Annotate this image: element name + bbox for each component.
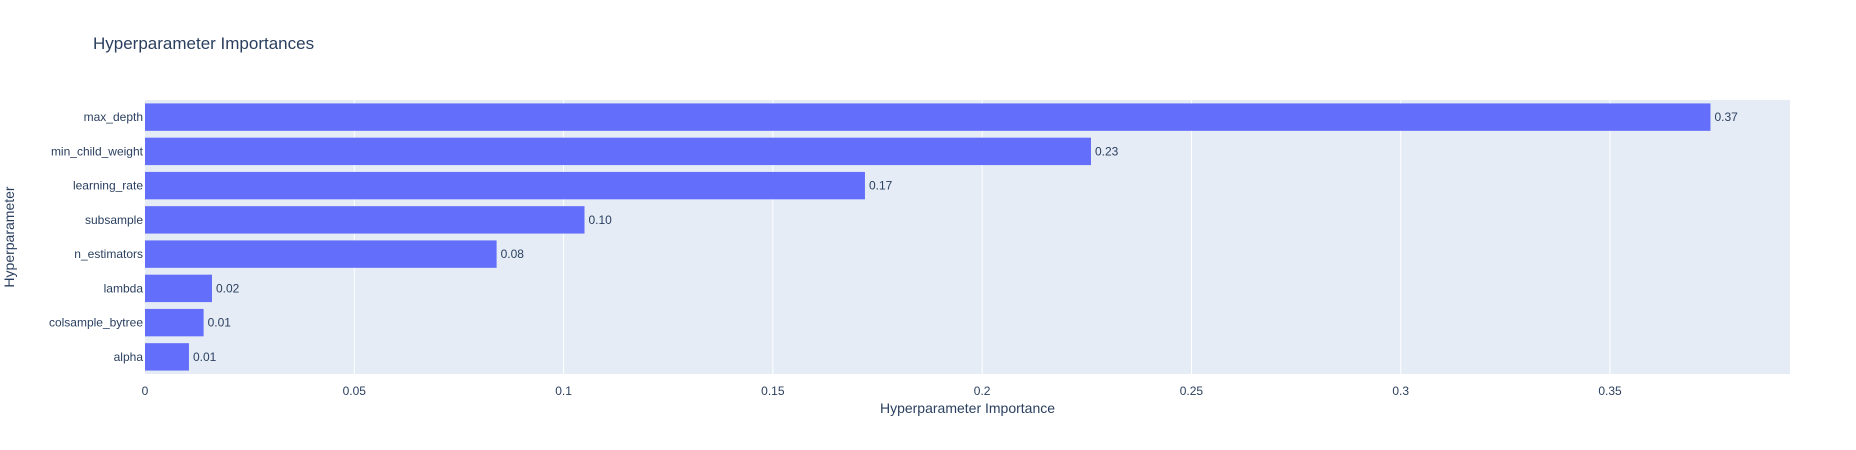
x-tick-label: 0.05 — [343, 384, 367, 398]
y-tick-label: max_depth — [84, 110, 143, 124]
x-tick-label: 0.25 — [1180, 384, 1204, 398]
x-tick-label: 0.3 — [1392, 384, 1409, 398]
bar-series — [145, 103, 1711, 371]
bar-data-label: 0.08 — [501, 247, 525, 261]
y-tick-labels: max_depth min_child_weight learning_ratesu… — [49, 110, 144, 364]
y-tick-label: learning_rate — [73, 179, 143, 193]
y-tick-label: colsample_bytree — [49, 316, 143, 330]
x-tick-label: 0.1 — [555, 384, 572, 398]
x-tick-labels: 0 0.05 0.1 0.15 0.2 0.25 0.3 0.35 — [142, 384, 1622, 398]
bar-learning-rate — [145, 171, 865, 200]
chart-title: Hyperparameter Importances — [93, 34, 314, 53]
x-tick-label: 0.35 — [1598, 384, 1622, 398]
bar-data-label: 0.01 — [193, 350, 217, 364]
bar-n-estimators — [145, 240, 497, 268]
bar-lambda — [145, 274, 212, 303]
x-axis-title: Hyperparameter Importance — [880, 400, 1055, 416]
bar-data-labels: 0.37 0.23 0.17 0.10 0.08 0.02 0.01 0.01 — [193, 110, 1738, 364]
y-axis-title: Hyperparameter — [1, 186, 17, 287]
y-tick-label: alpha — [114, 350, 144, 364]
bar-alpha — [145, 343, 189, 371]
x-tick-label: 0.2 — [974, 384, 991, 398]
bar-data-label: 0.02 — [216, 281, 240, 295]
bar-data-label: 0.01 — [208, 316, 232, 330]
bar-max-depth — [145, 103, 1711, 131]
bar-data-label: 0.23 — [1095, 144, 1119, 158]
y-tick-label: n_estimators — [74, 247, 143, 261]
bar-colsample-bytree — [145, 308, 204, 337]
y-tick-label: lambda — [104, 281, 144, 295]
x-tick-label: 0 — [142, 384, 149, 398]
bar-data-label: 0.17 — [869, 179, 893, 193]
bar-subsample — [145, 206, 585, 234]
x-tick-label: 0.15 — [761, 384, 785, 398]
y-tick-label: subsample — [85, 213, 143, 227]
bar-min-child-weight — [145, 137, 1091, 166]
bar-data-label: 0.37 — [1714, 110, 1738, 124]
y-tick-label: min_child_weight — [51, 144, 144, 158]
bar-data-label: 0.10 — [589, 213, 613, 227]
